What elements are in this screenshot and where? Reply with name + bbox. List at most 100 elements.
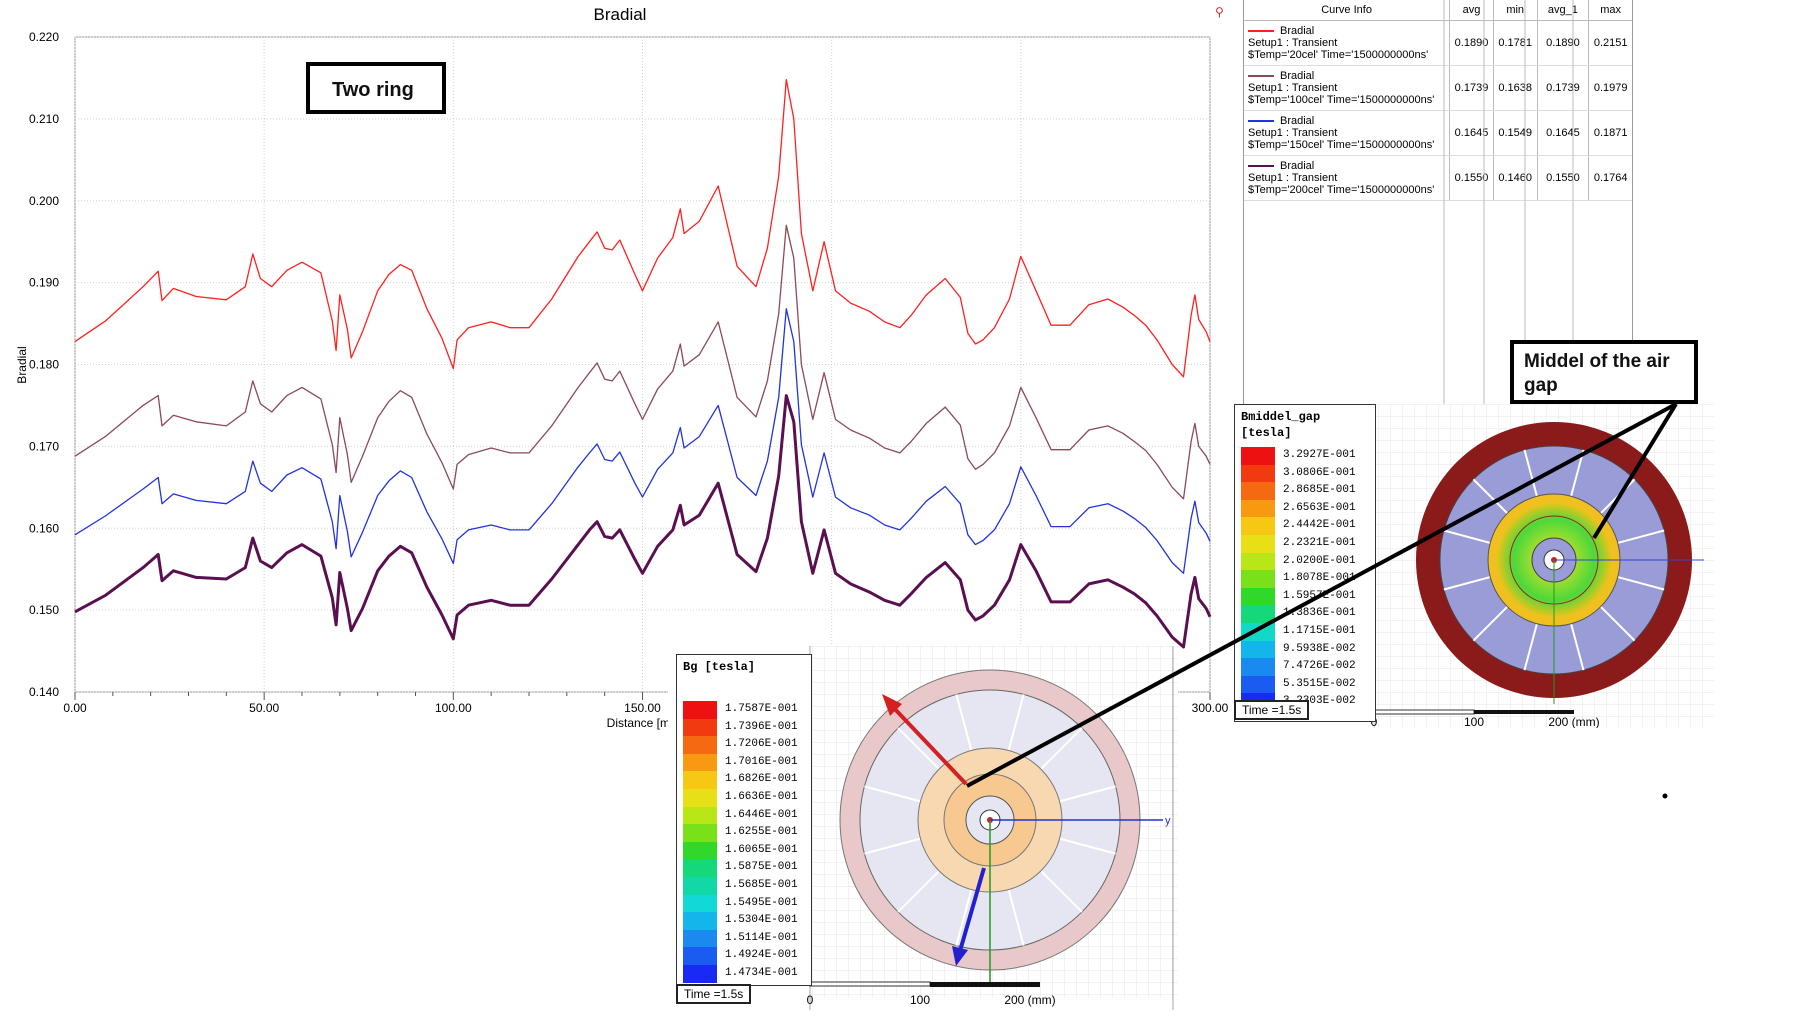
- table-row[interactable]: Bradial Setup1 : Transient $Temp='150cel…: [1244, 110, 1632, 156]
- y-tick-label: 0.160: [29, 521, 59, 535]
- field-plot-air-gap[interactable]: 0 100 200 (mm) Bmiddel_gap [tesla] 3.292…: [1234, 404, 1714, 728]
- header-avg: avg: [1449, 0, 1494, 21]
- bg-legend: Bg [tesla] 1.7587E-001 1.7396E-001 1.7206E…: [676, 654, 812, 986]
- stator-slot: [1059, 785, 1116, 803]
- min-value: 0.1549: [1493, 110, 1538, 156]
- stator-slot: [897, 870, 940, 913]
- curve-setup: Setup1 : Transient: [1248, 37, 1338, 49]
- curve-info-cell: Bradial Setup1 : Transient $Temp='150cel…: [1244, 110, 1451, 156]
- legend-color-swatch: [1241, 587, 1275, 606]
- legend-value: 1.5685E-001: [725, 879, 798, 891]
- legend-value: 1.5957E-001: [1283, 589, 1356, 602]
- series-line-1[interactable]: [74, 78, 1211, 378]
- curve-swatch: [1248, 165, 1274, 168]
- avg-1-value: 0.1645: [1537, 110, 1590, 156]
- stator-slot: [864, 785, 921, 803]
- legend-value: 3.0806E-001: [1283, 466, 1356, 479]
- stator-slot: [1040, 870, 1083, 913]
- table-row[interactable]: Bradial Setup1 : Transient $Temp='20cel'…: [1244, 20, 1632, 66]
- curve-params: $Temp='100cel' Time='1500000000ns': [1248, 94, 1435, 106]
- legend-value: 2.0200E-001: [1283, 554, 1356, 567]
- legend-color-swatch: [683, 947, 717, 965]
- legend-value: 1.7016E-001: [725, 755, 798, 768]
- y-tick-label: 0.200: [29, 194, 59, 208]
- curve-params: $Temp='150cel' Time='1500000000ns': [1248, 139, 1435, 151]
- legend-value: 2.6563E-001: [1283, 501, 1356, 514]
- max-value: 0.1979: [1588, 65, 1632, 111]
- y-tick-label: 0.220: [29, 30, 59, 44]
- curve-setup: Setup1 : Transient: [1248, 172, 1338, 184]
- scale-200: 200 (mm): [1004, 993, 1055, 1007]
- stator-slot: [1059, 837, 1116, 855]
- time-label: Time: [684, 987, 711, 1001]
- scale-0: 0: [807, 993, 814, 1007]
- pin-icon[interactable]: ⚲: [1215, 5, 1224, 19]
- legend-color-swatch: [1241, 658, 1275, 676]
- legend-value: 9.5938E-002: [1283, 642, 1356, 655]
- legend-value: 7.4726E-002: [1283, 660, 1356, 673]
- blue-arrow: [958, 867, 986, 952]
- stator-slot: [897, 727, 940, 770]
- legend-value: 1.5114E-001: [725, 931, 798, 944]
- legend-value: 1.5495E-001: [725, 896, 798, 909]
- curve-info-table: Curve Info avg min avg_1 max Bradial Set…: [1243, 0, 1633, 405]
- table-row[interactable]: Bradial Setup1 : Transient $Temp='100cel…: [1244, 65, 1632, 111]
- y-tick-label: 0.210: [29, 112, 59, 126]
- time-indicator: Time =1.5s: [1234, 700, 1310, 720]
- legend-value: 1.4734E-001: [725, 967, 798, 979]
- table-row[interactable]: Bradial Setup1 : Transient $Temp='200cel…: [1244, 155, 1632, 201]
- y-tick-label: 0.170: [29, 439, 59, 453]
- legend-color-swatch: [683, 753, 717, 772]
- air-gap-legend: Bmiddel_gap [tesla] 3.2927E-001 3.0806E-0…: [1234, 404, 1376, 722]
- time-value: =1.5s: [1271, 703, 1302, 717]
- legend-color-swatch: [1241, 517, 1275, 535]
- red-arrow: [890, 704, 968, 786]
- legend-color-swatch: [1241, 605, 1275, 623]
- max-value: 0.1764: [1588, 155, 1632, 201]
- curve-name: Bradial: [1280, 160, 1315, 172]
- legend-value: 1.8078E-001: [1283, 572, 1356, 585]
- legend-color-swatch: [1241, 552, 1275, 571]
- x-axis-label: Distance [mm]: [607, 716, 684, 730]
- legend-value: 3.2927E-001: [1283, 449, 1356, 461]
- legend-value: 1.7396E-001: [725, 720, 798, 733]
- legend-color-swatch: [683, 965, 717, 983]
- legend-color-swatch: [1241, 675, 1275, 694]
- legend-value: 1.6255E-001: [725, 826, 798, 839]
- x-tick-label: 300.00: [1192, 701, 1229, 715]
- legend-value: 1.1715E-001: [1283, 625, 1356, 637]
- curve-info-header: Curve Info avg min avg_1 max: [1244, 0, 1632, 21]
- avg-value: 0.1739: [1449, 65, 1494, 111]
- max-value: 0.1871: [1588, 110, 1632, 156]
- curve-params: $Temp='200cel' Time='1500000000ns': [1248, 184, 1435, 196]
- avg-value: 0.1890: [1449, 20, 1494, 66]
- y-tick-label: 0.180: [29, 358, 59, 372]
- stator-slot: [864, 837, 921, 855]
- legend-color-swatch: [1241, 623, 1275, 641]
- y-axis-marker: y: [1165, 815, 1171, 827]
- legend-color-swatch: [1241, 570, 1275, 588]
- legend-color-swatch: [683, 877, 717, 895]
- stator-slot: [955, 889, 973, 946]
- curve-swatch: [1248, 120, 1274, 123]
- legend-value: 1.4924E-001: [725, 949, 798, 962]
- curve-setup: Setup1 : Transient: [1248, 127, 1338, 139]
- max-value: 0.2151: [1588, 20, 1632, 66]
- y-tick-label: 0.150: [29, 603, 59, 617]
- curve-info-cell: Bradial Setup1 : Transient $Temp='100cel…: [1244, 65, 1451, 111]
- legend-value: 1.6636E-001: [725, 791, 798, 803]
- header-min: min: [1493, 0, 1538, 21]
- avg-1-value: 0.1890: [1537, 20, 1590, 66]
- legend-color-swatch: [683, 824, 717, 842]
- legend-color-swatch: [1241, 640, 1275, 659]
- curve-info-cell: Bradial Setup1 : Transient $Temp='20cel'…: [1244, 20, 1451, 66]
- x-tick-label: 0.00: [63, 701, 87, 715]
- scale-100: 100: [1464, 715, 1484, 728]
- avg-1-value: 0.1739: [1537, 65, 1590, 111]
- legend-title: Bg [tesla]: [683, 660, 756, 674]
- stator-slot: [1007, 889, 1025, 946]
- legend-color-swatch: [683, 701, 717, 719]
- legend-color-swatch: [683, 859, 717, 877]
- field-plot-bg[interactable]: y 0 100 200 (mm) Bg [tesla] 1.7587E-001 1…: [668, 646, 1178, 1010]
- legend-value: 1.6826E-001: [725, 773, 798, 786]
